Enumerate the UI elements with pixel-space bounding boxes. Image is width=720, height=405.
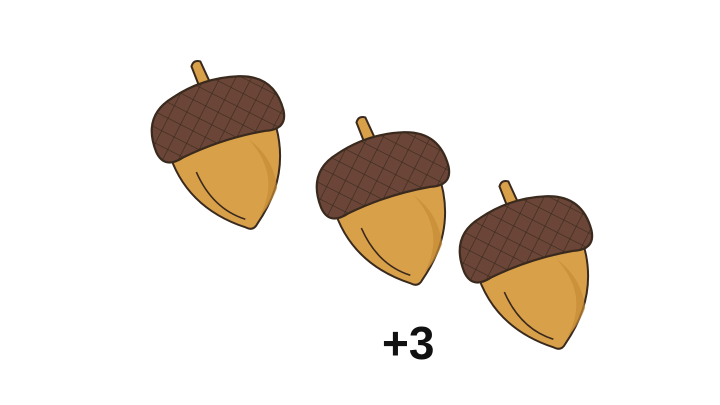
acorn-icon [315, 108, 465, 298]
acorn-icon [458, 172, 608, 362]
count-label: +3 [382, 317, 435, 369]
acorn-icon [150, 52, 300, 242]
